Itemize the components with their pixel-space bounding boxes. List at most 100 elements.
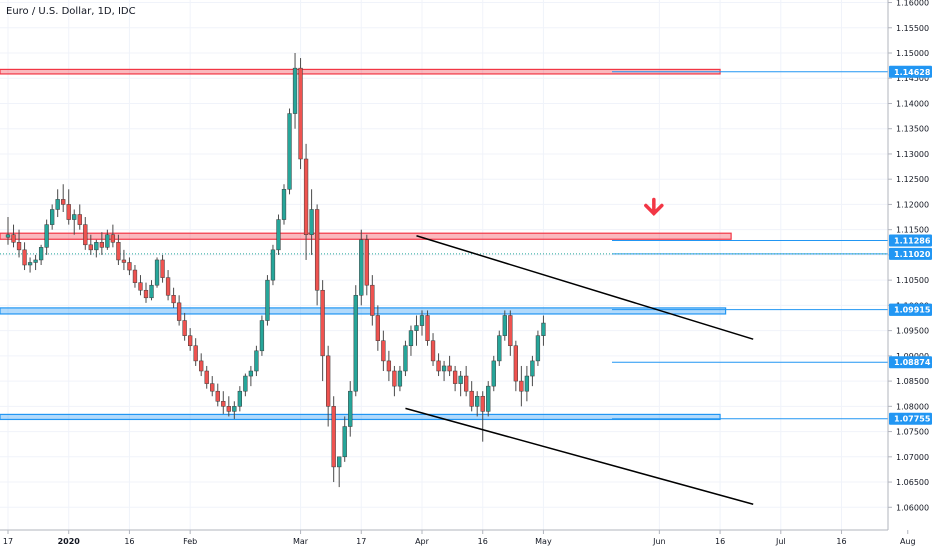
candle-body <box>138 282 143 291</box>
price-tick-label: 1.14500 <box>896 74 929 83</box>
candle <box>469 381 474 412</box>
candle <box>259 315 265 356</box>
candle <box>99 232 104 255</box>
candle <box>475 391 480 417</box>
candle-body <box>248 370 254 377</box>
candle <box>116 234 121 265</box>
candle-body <box>326 355 331 407</box>
price-tick-label: 1.12000 <box>896 200 929 209</box>
candle-body <box>441 365 447 372</box>
candle-body <box>375 315 380 341</box>
candle-body <box>480 395 485 412</box>
candle-body <box>232 406 237 412</box>
candle-body <box>535 335 541 362</box>
candle-body <box>414 325 419 331</box>
price-axis: 1.16000 1.15500 1.15000 1.14500 1.14000 1.135… <box>887 0 932 550</box>
price-label-text: 1.11020 <box>894 250 931 259</box>
time-tick-label: Jul <box>775 537 786 546</box>
price-tick-label: 1.15500 <box>896 24 929 33</box>
price-tick-label: 1.09500 <box>896 327 929 336</box>
candle-body <box>94 242 99 251</box>
candle-body <box>221 401 226 407</box>
candle-body <box>16 242 22 251</box>
candle-body <box>430 340 436 362</box>
candle-body <box>72 214 77 220</box>
candle-body <box>491 360 496 387</box>
candle <box>375 305 380 351</box>
candle <box>326 345 331 427</box>
price-label-bg <box>889 234 932 247</box>
candle <box>72 209 77 235</box>
candle-body <box>210 383 215 392</box>
candle-body <box>314 209 320 291</box>
candle <box>397 365 403 392</box>
candle <box>182 312 187 341</box>
candle <box>309 189 314 255</box>
time-tick-label: Mar <box>293 537 309 546</box>
candle-body <box>44 224 49 248</box>
candle-body <box>276 219 281 251</box>
candle <box>320 280 325 382</box>
price-axis-bg <box>888 0 932 550</box>
candle <box>386 350 392 382</box>
candle <box>502 310 507 341</box>
candle <box>215 383 220 407</box>
candle <box>452 365 458 392</box>
candle-body <box>226 406 231 412</box>
candle-body <box>309 209 314 235</box>
candle-body <box>469 390 474 407</box>
candle <box>519 365 524 407</box>
candle-body <box>381 340 386 362</box>
time-axis-bg <box>0 530 932 550</box>
candle-body <box>132 269 138 283</box>
candle-body <box>320 289 325 357</box>
candle <box>210 376 215 397</box>
candle <box>165 270 171 301</box>
price-label-bg <box>889 303 932 316</box>
candle <box>11 224 16 248</box>
candle <box>232 401 237 419</box>
candle-body <box>475 395 480 407</box>
level-support-mid <box>0 307 727 315</box>
candle-body <box>5 234 11 238</box>
candle <box>55 189 60 218</box>
time-tick-label: 2020 <box>58 537 81 546</box>
price-label-text: 1.07755 <box>894 415 931 424</box>
grid <box>0 0 909 530</box>
candle-body <box>392 370 397 387</box>
candle <box>287 108 292 195</box>
level-resistance-mid <box>0 232 732 240</box>
trend-line <box>405 407 754 505</box>
candle-body <box>127 262 132 271</box>
candle <box>16 229 22 258</box>
candle-body <box>508 315 513 347</box>
candle-body <box>337 456 342 468</box>
candle-body <box>458 375 463 384</box>
price-label-text: 1.09915 <box>894 306 931 315</box>
candle <box>458 371 463 397</box>
candle-body <box>160 259 165 278</box>
price-label: 1.09915 <box>889 303 932 316</box>
candle-body <box>61 199 66 205</box>
price-label-text: 1.11286 <box>894 236 931 245</box>
candle <box>160 254 165 283</box>
candle-body <box>237 390 242 407</box>
candle-body <box>188 335 193 347</box>
candle-body <box>502 315 507 336</box>
candle-body <box>38 247 44 261</box>
price-tick-label: 1.16000 <box>896 0 929 8</box>
candle <box>27 257 33 273</box>
candle-body <box>83 224 88 246</box>
candle <box>419 310 425 336</box>
candle-body <box>524 375 530 392</box>
candle-body <box>287 113 292 190</box>
candle-body <box>259 320 265 352</box>
candle <box>248 365 254 387</box>
candle <box>105 229 110 250</box>
candle <box>22 242 27 271</box>
candle <box>464 365 469 397</box>
candle-body <box>254 350 259 372</box>
candle <box>33 254 38 271</box>
candle-body <box>204 370 209 384</box>
